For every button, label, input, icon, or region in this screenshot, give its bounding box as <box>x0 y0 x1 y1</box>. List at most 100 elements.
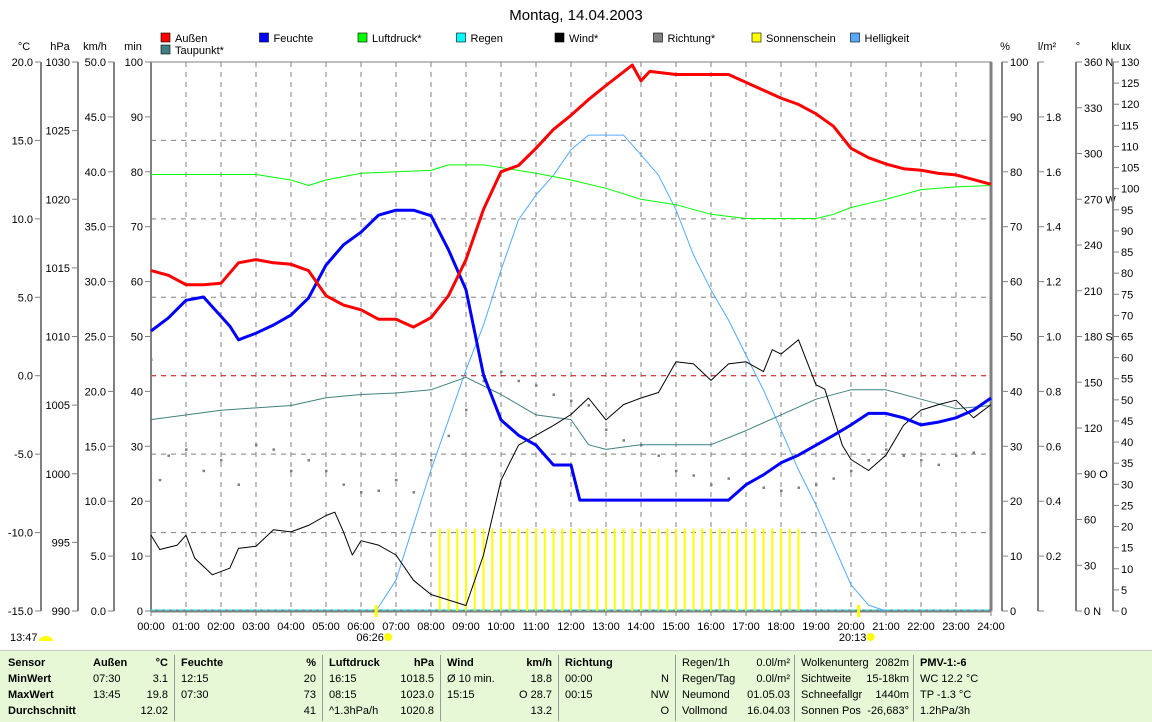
direction-point <box>412 491 415 494</box>
axis-tick-label: 0.6 <box>1046 441 1061 453</box>
value: WC 12.2 °C <box>920 673 979 685</box>
direction-point <box>202 469 205 473</box>
axis-tick-label: 50.0 <box>85 57 106 69</box>
unit: km/h <box>526 657 552 669</box>
value: 1.2hPa/3h <box>920 705 971 717</box>
direction-point <box>167 454 170 457</box>
axis-tick-label: 90 <box>131 112 143 124</box>
value: 13.2 <box>530 705 552 717</box>
legend-swatch <box>456 32 466 43</box>
direction-point <box>587 404 590 407</box>
axis-tick-label: 25.0 <box>85 332 106 344</box>
direction-point <box>867 459 870 462</box>
x-tick-label: 19:00 <box>802 621 830 633</box>
x-tick-label: 11:00 <box>523 621 550 633</box>
label: Regen/1h <box>682 657 730 669</box>
value: 73 <box>303 689 316 701</box>
direction-point <box>535 384 538 387</box>
axis-tick-label: 15 <box>1121 543 1133 555</box>
row-label: MinWert <box>8 673 52 685</box>
axis-tick-label: 80 <box>1010 167 1022 179</box>
time: ^1.3hPa/h <box>329 705 379 717</box>
legend-label: Wind* <box>569 33 599 45</box>
value: 3.1 <box>152 673 168 685</box>
time: 15:15 <box>447 689 475 701</box>
header: Luftdruck <box>329 657 380 669</box>
axis-tick-label: 50 <box>1121 395 1133 407</box>
axis-tick-label: 0.8 <box>1046 386 1061 398</box>
axis-tick-label: -10.0 <box>8 528 33 540</box>
axis-tick-label: 240 <box>1084 240 1102 252</box>
direction-point <box>920 459 923 462</box>
value: O <box>660 705 669 717</box>
direction-point <box>622 439 625 442</box>
x-tick-label: 15:00 <box>662 621 690 633</box>
direction-point <box>360 491 363 494</box>
axis-tick-label: 120 <box>1121 99 1139 111</box>
value: 18.8 <box>530 673 552 685</box>
value: 0.0l/m² <box>756 673 790 685</box>
direction-point <box>675 469 678 473</box>
x-tick-label: 05:00 <box>312 621 340 633</box>
axis-tick-label: 10 <box>131 551 143 563</box>
axis-tick-label: 1.4 <box>1046 222 1061 234</box>
value: 01.05.03 <box>747 689 790 701</box>
axis-tick-label: 10.0 <box>12 214 33 226</box>
direction-point <box>342 483 345 486</box>
axis-tick-label: 0.0 <box>91 606 106 618</box>
axis-tick-label: 5.0 <box>18 292 33 304</box>
time: 07:30 <box>181 689 209 701</box>
direction-point <box>377 489 380 493</box>
label: Sonnen Pos <box>801 705 861 717</box>
x-tick-label: 24:00 <box>977 621 1005 633</box>
axis-tick-label: 90 <box>1010 112 1022 124</box>
legend-label: Helligkeit <box>865 33 910 45</box>
axis-tick-label: 990 <box>52 606 70 618</box>
direction-point <box>902 454 905 457</box>
axis-tick-label: 330 <box>1084 103 1102 115</box>
axis-tick-label: 40 <box>131 386 143 398</box>
value: 19.8 <box>146 689 168 701</box>
axis-tick-label: 35 <box>1121 458 1133 470</box>
header: Wind <box>447 657 474 669</box>
header: Außen <box>93 657 128 669</box>
time: Ø 10 min. <box>447 673 495 685</box>
axis-tick-label: 5.0 <box>91 551 106 563</box>
moon-time: 13:47 <box>10 632 38 644</box>
label: Neumond <box>682 689 730 701</box>
direction-point <box>570 399 573 403</box>
axis-tick-label: 65 <box>1121 332 1133 344</box>
label: Schneefallgr <box>801 689 863 701</box>
axis-tick-label: 125 <box>1121 78 1139 90</box>
axis-tick-label: 0 <box>1121 606 1127 618</box>
axis-tick-label: 30.0 <box>85 277 106 289</box>
time: 00:15 <box>565 689 593 701</box>
direction-point <box>325 469 328 473</box>
value: 1018.5 <box>400 673 434 685</box>
axis-unit: ° <box>1076 41 1080 53</box>
summary-richtung: Richtung 00:00 N 00:15 NW O <box>559 655 676 721</box>
axis-tick-label: 0.2 <box>1046 551 1061 563</box>
direction-point <box>500 370 503 374</box>
axis-tick-label: 5 <box>1121 585 1127 597</box>
value: NW <box>650 689 669 701</box>
axis-tick-label: 300 <box>1084 149 1102 161</box>
x-tick-label: 12:00 <box>557 621 585 633</box>
legend-label: Regen <box>471 33 503 45</box>
axis-tick-label: 50 <box>131 332 143 344</box>
chart-title: Montag, 14.04.2003 <box>509 7 642 24</box>
summary-regen-mond: Regen/1h 0.0l/m² Regen/Tag 0.0l/m² Neumond 01… <box>676 655 795 721</box>
axis-tick-label: 30 <box>1121 479 1133 491</box>
summary-luftdruck: Luftdruck hPa 16:15 1018.5 08:15 1023.0 ^1.3hP… <box>323 655 441 721</box>
axis-unit: °C <box>18 41 30 53</box>
value: 0.0l/m² <box>756 657 790 669</box>
direction-point <box>517 379 520 383</box>
axis-tick-label: 40 <box>1121 437 1133 449</box>
legend-label: Luftdruck* <box>372 33 422 45</box>
time: 07:30 <box>93 673 121 685</box>
series-line-feuchte <box>150 208 992 502</box>
label: Regen/Tag <box>682 673 736 685</box>
axis-tick-label: 0.0 <box>18 371 33 383</box>
header: Richtung <box>565 657 613 669</box>
weather-chart: Montag, 14.04.2003 Außen Feuchte Luftdruck*… <box>8 7 1139 644</box>
